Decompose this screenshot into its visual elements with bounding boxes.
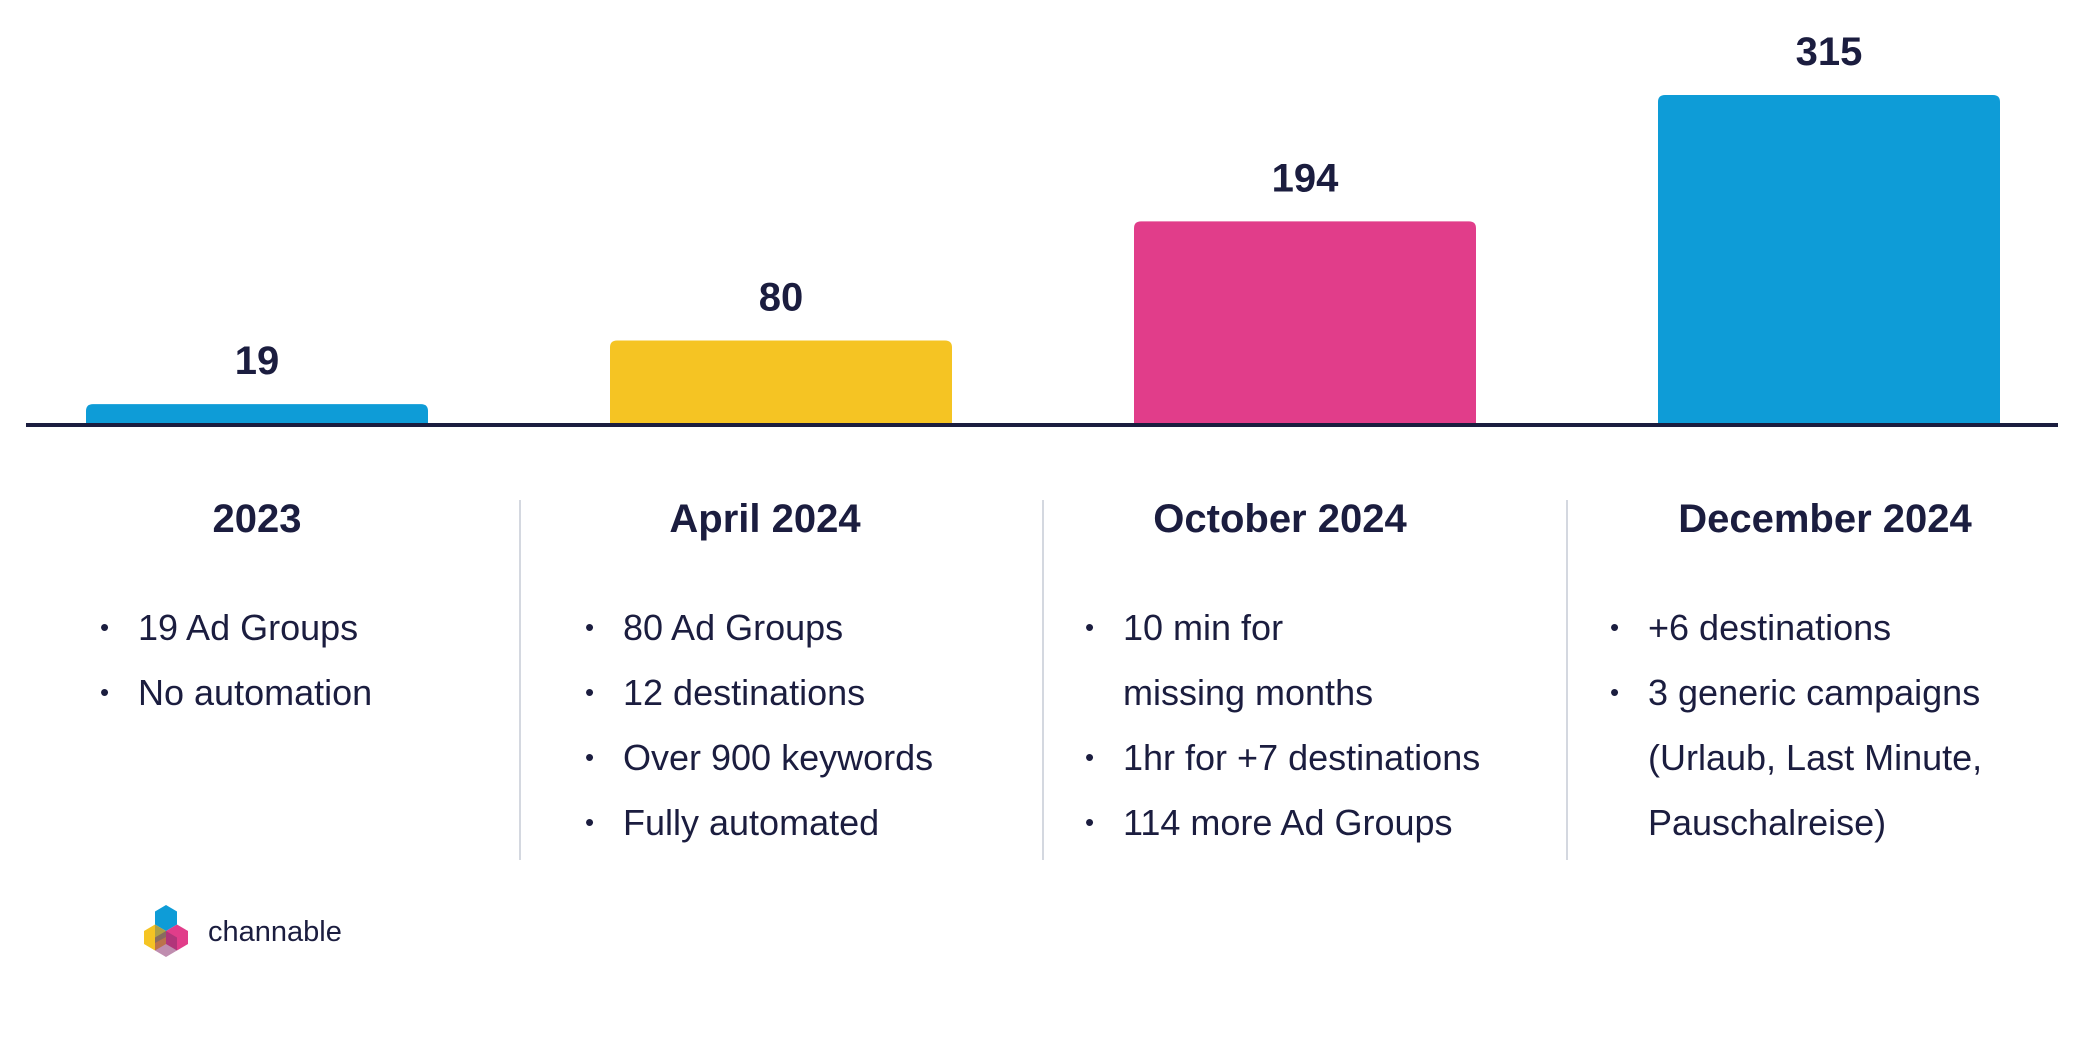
channable-hexagon-logo-icon (144, 905, 188, 957)
list-item: No automation (100, 660, 372, 725)
list-item: 114 more Ad Groups (1085, 790, 1480, 855)
list-item: 19 Ad Groups (100, 595, 372, 660)
list-item: (Urlaub, Last Minute, (1648, 737, 1983, 778)
list-item: Fully automated (585, 790, 933, 855)
column-title: December 2024 (1678, 497, 1972, 541)
logo-text: channable (208, 916, 342, 948)
bullet-list: 80 Ad Groups 12 destinations Over 900 ke… (585, 595, 933, 855)
column-april-2024: April 2024 80 Ad Groups 12 destinations … (570, 495, 990, 860)
bullet-list: 10 min for missing months 1hr for +7 des… (1085, 595, 1480, 855)
bar-value-label: 194 (1272, 156, 1339, 200)
column-title: April 2024 (669, 497, 861, 541)
bar-april-2024 (610, 340, 952, 424)
bullet-list: +6 destinations 3 generic campaigns (Url… (1610, 595, 1982, 855)
column-december-2024: December 2024 +6 destinations 3 generic … (1610, 495, 2060, 860)
bar-october-2024 (1134, 221, 1476, 424)
column-october-2024: October 2024 10 min for missing months 1… (1080, 495, 1530, 860)
column-divider (1042, 500, 1044, 860)
column-title: 2023 (212, 497, 302, 541)
column-divider (519, 500, 521, 860)
bar-2023 (86, 404, 428, 424)
list-item: Pauschalreise) (1648, 802, 1887, 843)
list-item: +6 destinations (1610, 595, 1982, 660)
list-item: 10 min for (1085, 595, 1480, 660)
list-item: 1hr for +7 destinations (1085, 725, 1480, 790)
list-item: missing months (1123, 672, 1374, 713)
bullet-list: 19 Ad Groups No automation (100, 595, 372, 725)
column-2023: 2023 19 Ad Groups No automation (92, 495, 422, 860)
timeline-columns: 2023 19 Ad Groups No automation April 20… (0, 495, 2083, 865)
column-title: October 2024 (1153, 497, 1407, 541)
list-item: 80 Ad Groups (585, 595, 933, 660)
bar-chart: 19 80 194 315 (26, 30, 2058, 427)
bar-december-2024 (1658, 95, 2000, 424)
bar-value-label: 19 (235, 339, 280, 383)
list-item: Over 900 keywords (585, 725, 933, 790)
bar-value-label: 80 (759, 275, 804, 319)
bar-value-label: 315 (1796, 30, 1863, 74)
list-item: 3 generic campaigns (1610, 660, 1982, 725)
list-item: 12 destinations (585, 660, 933, 725)
column-divider (1566, 500, 1568, 860)
